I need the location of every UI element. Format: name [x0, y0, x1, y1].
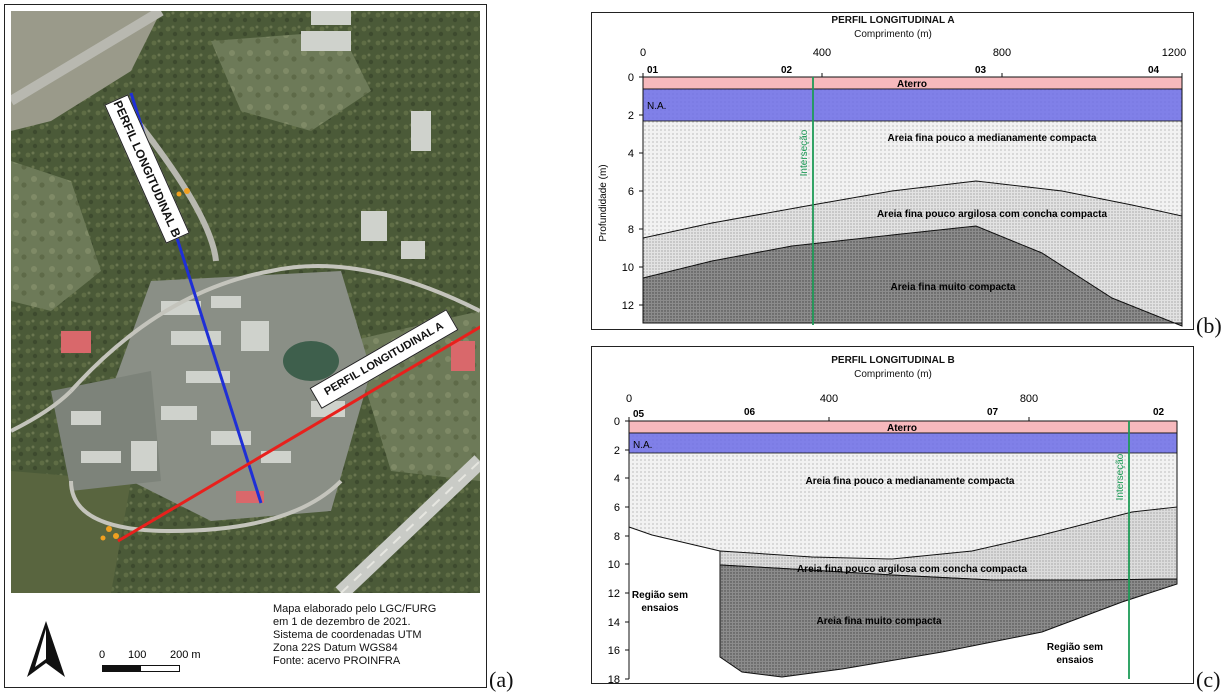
intersection-label-a: Interseção	[799, 129, 810, 176]
x-tick: 0	[626, 393, 632, 405]
layer-areia-1-label: Areia fina pouco a medianamente compacta	[806, 476, 1015, 487]
y-tick: 8	[628, 224, 634, 236]
borehole-label: 04	[1148, 65, 1160, 76]
y-tick: 8	[614, 531, 620, 543]
layer-areia-2-label: Areia fina pouco argilosa com concha com…	[797, 564, 1028, 575]
layer-na-fill	[628, 432, 1178, 454]
y-tick: 6	[628, 186, 634, 198]
layer-areia-3-fill	[719, 564, 1178, 678]
credit-line: Fonte: acervo PROINFRA	[273, 655, 401, 667]
y-tick: 6	[614, 502, 620, 514]
y-tick: 4	[614, 473, 620, 485]
y-tick: 12	[608, 588, 620, 600]
scale-bar-white	[140, 665, 180, 672]
y-tick: 0	[614, 416, 620, 428]
borehole-label: 06	[744, 407, 756, 418]
layer-aterro-label: Aterro	[887, 423, 917, 434]
credit-line: Zona 22S Datum WGS84	[273, 642, 398, 654]
y-tick: 16	[608, 645, 620, 657]
borehole-label: 01	[647, 65, 659, 76]
map-credits: Mapa elaborado pelo LGC/FURG em 1 de dez…	[273, 603, 436, 668]
regiao-left-line: Região sem	[632, 590, 688, 601]
x-tick: 800	[993, 47, 1011, 59]
map-legend: 0 100 200 m Mapa elaborado pelo LGC/FURG…	[11, 597, 480, 685]
satellite-map: PERFIL LONGITUDINAL B PERFIL LONGITUDINA…	[11, 11, 480, 593]
credit-line: em 1 de dezembro de 2021.	[273, 616, 411, 628]
x-tick: 0	[640, 47, 646, 59]
borehole-label: 03	[975, 65, 987, 76]
regiao-right-line: ensaios	[1056, 655, 1094, 666]
profile-a-xlabel: Comprimento (m)	[854, 29, 932, 40]
borehole-label: 07	[987, 407, 999, 418]
scale-mid: 100	[128, 649, 147, 661]
scale-bar: 0 100 200 m	[91, 649, 201, 672]
credit-line: Sistema de coordenadas UTM	[273, 629, 422, 641]
layer-areia-2-label: Areia fina pouco argilosa com concha com…	[877, 209, 1108, 220]
borehole-label: 02	[1153, 407, 1165, 418]
y-tick: 0	[628, 72, 634, 84]
scale-bar-black	[102, 665, 142, 672]
x-tick: 1200	[1162, 47, 1186, 59]
layer-na-label: N.A.	[633, 440, 652, 451]
profile-a-title: PERFIL LONGITUDINAL A	[831, 15, 955, 26]
profile-a-panel: PERFIL LONGITUDINAL A Comprimento (m)	[591, 12, 1194, 330]
credit-line: Mapa elaborado pelo LGC/FURG	[273, 603, 437, 615]
y-tick: 18	[608, 674, 620, 683]
layer-areia-3-label: Areia fina muito compacta	[890, 282, 1015, 293]
panel-c-tag: (c)	[1196, 667, 1221, 692]
layer-areia-1-fill	[629, 421, 1177, 559]
layer-areia-3-fill	[642, 225, 1183, 327]
profile-b-xlabel: Comprimento (m)	[854, 369, 932, 380]
north-arrow-icon	[27, 621, 65, 677]
profile-a-line	[117, 325, 480, 543]
borehole-label: 05	[633, 409, 645, 420]
layer-na-fill	[642, 88, 1183, 122]
scale-end: 200 m	[170, 649, 201, 661]
intersection-label-b: Interseção	[1115, 453, 1126, 500]
y-tick: 12	[622, 300, 634, 312]
x-tick: 400	[820, 393, 838, 405]
panel-a-tag: (a)	[489, 667, 514, 692]
y-tick: 2	[614, 445, 620, 457]
y-tick: 4	[628, 148, 634, 160]
borehole-label: 02	[781, 65, 793, 76]
layer-na-label: N.A.	[647, 101, 666, 112]
x-tick: 400	[813, 47, 831, 59]
y-tick: 10	[622, 262, 634, 274]
profile-b-panel: PERFIL LONGITUDINAL B Comprimento (m)	[591, 346, 1194, 684]
profile-b-title: PERFIL LONGITUDINAL B	[831, 355, 955, 366]
scale-zero: 0	[99, 649, 106, 661]
regiao-left-line: ensaios	[641, 603, 679, 614]
y-tick: 2	[628, 110, 634, 122]
regiao-right-line: Região sem	[1047, 642, 1103, 653]
y-tick: 14	[608, 617, 620, 629]
x-tick: 800	[1020, 393, 1038, 405]
profile-b-chart: 0 2 4 6 8 10 12 14 16 18 0 400 800 05 06…	[608, 393, 1178, 683]
panel-b-tag: (b)	[1196, 313, 1222, 338]
map-panel: PERFIL LONGITUDINAL B PERFIL LONGITUDINA…	[4, 4, 487, 688]
layer-areia-3-label: Areia fina muito compacta	[816, 616, 941, 627]
profile-a-ylabel: Profundidade (m)	[598, 164, 609, 241]
profile-a-chart: 0 2 4 6 8 10 12 0 400 800 1200 01 02 03 …	[598, 47, 1186, 327]
satellite-map-graphic	[11, 11, 480, 593]
y-tick: 10	[608, 559, 620, 571]
layer-aterro-label: Aterro	[897, 79, 927, 90]
layer-areia-1-label: Areia fina pouco a medianamente compacta	[888, 133, 1097, 144]
